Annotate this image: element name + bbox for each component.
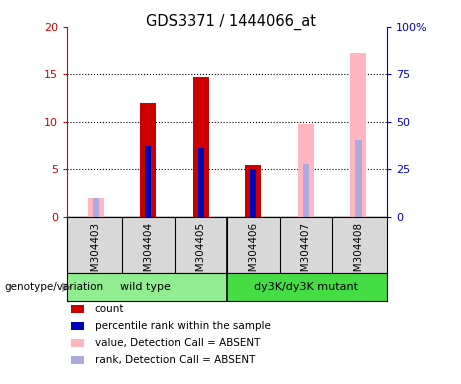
- Text: GDS3371 / 1444066_at: GDS3371 / 1444066_at: [146, 13, 315, 30]
- Bar: [298, 124, 313, 217]
- Text: GSM304407: GSM304407: [301, 222, 311, 285]
- Bar: [350, 53, 366, 217]
- Polygon shape: [62, 282, 72, 292]
- Bar: [227, 273, 387, 301]
- Text: count: count: [95, 304, 124, 314]
- Text: GSM304408: GSM304408: [353, 222, 363, 285]
- Bar: [88, 198, 104, 217]
- Bar: [141, 103, 156, 217]
- Text: GSM304406: GSM304406: [248, 222, 258, 285]
- Bar: [193, 77, 209, 217]
- Bar: [245, 165, 261, 217]
- Bar: [303, 164, 309, 217]
- Text: genotype/variation: genotype/variation: [5, 282, 104, 292]
- Bar: [250, 169, 256, 217]
- Bar: [67, 273, 227, 301]
- Bar: [145, 146, 151, 217]
- Text: GSM304403: GSM304403: [91, 222, 101, 285]
- Text: percentile rank within the sample: percentile rank within the sample: [95, 321, 271, 331]
- Text: rank, Detection Call = ABSENT: rank, Detection Call = ABSENT: [95, 355, 255, 365]
- Bar: [93, 198, 99, 217]
- Bar: [198, 147, 204, 217]
- Text: wild type: wild type: [120, 282, 171, 292]
- Text: GSM304404: GSM304404: [143, 222, 153, 285]
- Bar: [355, 140, 361, 217]
- Text: GSM304405: GSM304405: [196, 222, 206, 285]
- Text: value, Detection Call = ABSENT: value, Detection Call = ABSENT: [95, 338, 260, 348]
- Text: dy3K/dy3K mutant: dy3K/dy3K mutant: [254, 282, 358, 292]
